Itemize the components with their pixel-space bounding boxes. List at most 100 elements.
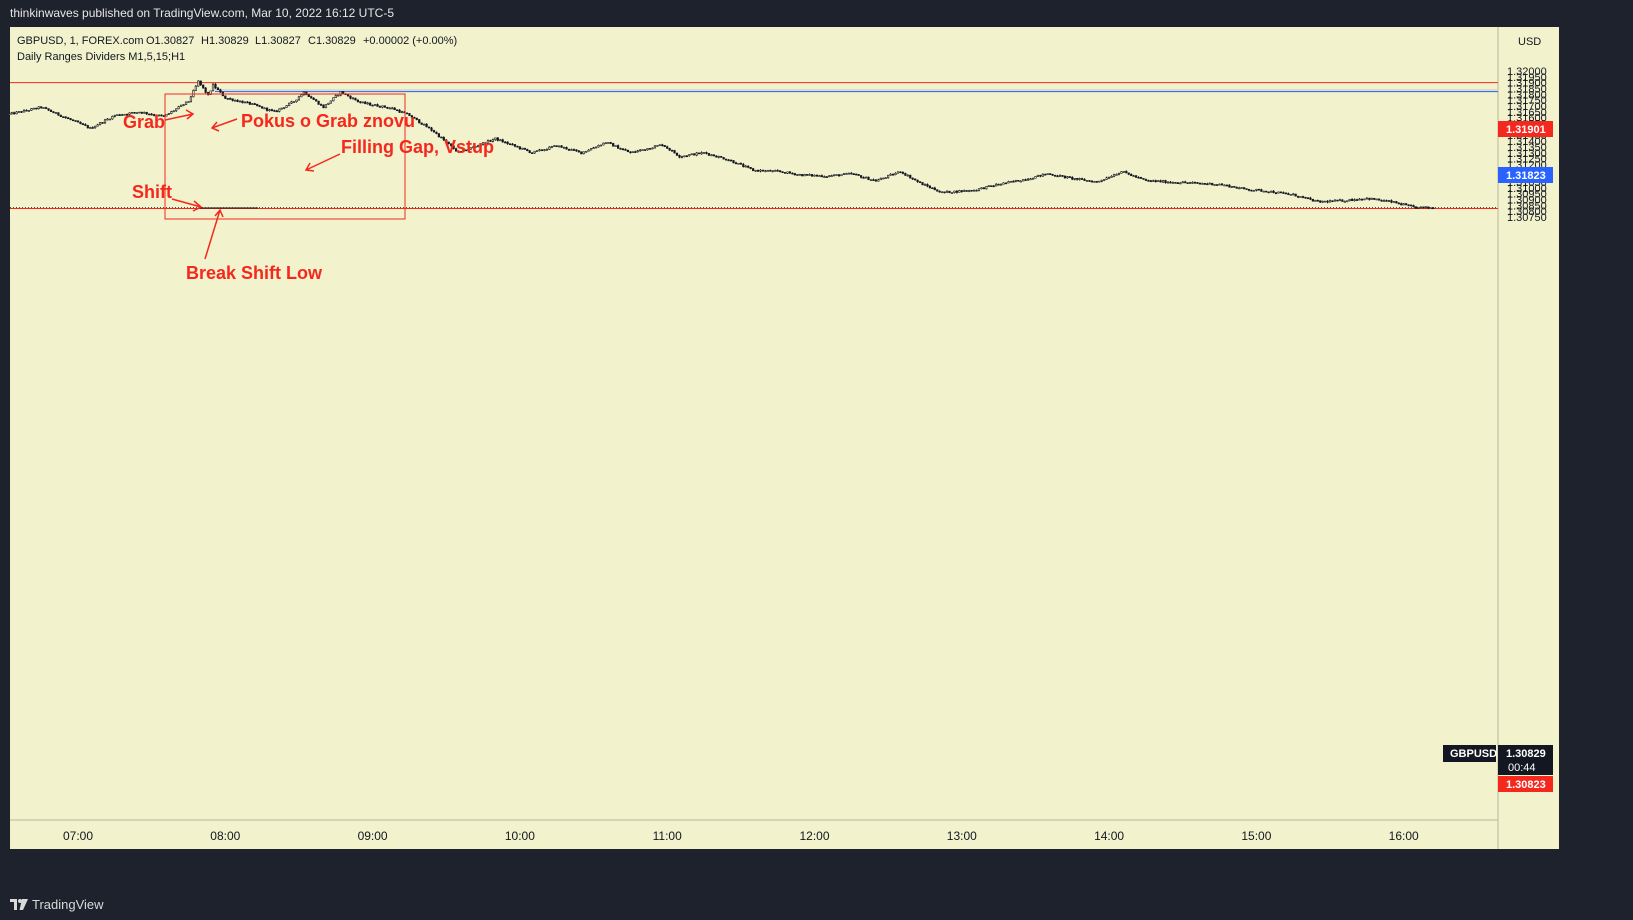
candle-body bbox=[86, 125, 89, 129]
candle-body bbox=[103, 119, 107, 124]
candle-body bbox=[540, 149, 544, 152]
candle-body bbox=[1206, 183, 1209, 186]
annotation-pokus[interactable]: Pokus o Grab znovu bbox=[241, 111, 415, 131]
candle-body bbox=[91, 127, 94, 129]
footer-bar: TradingView bbox=[0, 888, 1633, 920]
grab-arrow bbox=[164, 109, 195, 121]
candle-body bbox=[1355, 199, 1359, 201]
candle-body bbox=[354, 97, 357, 101]
candle-body bbox=[288, 102, 291, 106]
tradingview-brand[interactable]: TradingView bbox=[10, 897, 104, 912]
annotation-box[interactable] bbox=[164, 93, 406, 220]
candle-body bbox=[268, 109, 271, 111]
candle-body bbox=[548, 146, 551, 150]
candle-body bbox=[1311, 198, 1314, 202]
candle-body bbox=[793, 173, 796, 176]
candle-body bbox=[698, 152, 701, 155]
candle-body bbox=[609, 142, 612, 144]
candle-body bbox=[1405, 203, 1408, 206]
candle-body bbox=[921, 182, 924, 186]
candle-body bbox=[1083, 179, 1086, 181]
candle-body bbox=[378, 106, 382, 108]
candle-body bbox=[1189, 182, 1192, 184]
candle-body bbox=[845, 173, 848, 175]
candle-body bbox=[450, 143, 453, 147]
candle-body bbox=[1169, 181, 1172, 184]
candle-body bbox=[302, 91, 305, 96]
annotation-break[interactable]: Break Shift Low bbox=[186, 263, 323, 283]
candle-body bbox=[1220, 183, 1224, 186]
candle-body bbox=[1378, 198, 1381, 201]
candle-body bbox=[285, 105, 288, 108]
candle-body bbox=[1419, 206, 1422, 209]
candle-body bbox=[8, 113, 11, 116]
candle-body bbox=[663, 145, 666, 148]
candle-body bbox=[504, 141, 507, 144]
legend-indicator[interactable]: Daily Ranges Dividers M1,5,15;H1 bbox=[17, 51, 185, 63]
candle-body bbox=[1088, 180, 1091, 182]
candle-body bbox=[140, 111, 143, 114]
candle-body bbox=[371, 104, 374, 107]
candle-body bbox=[1272, 190, 1275, 194]
candle-body bbox=[941, 191, 944, 194]
candle-body bbox=[135, 112, 139, 114]
candle-body bbox=[1098, 180, 1101, 183]
candle-body bbox=[275, 110, 278, 113]
candle-body bbox=[1375, 198, 1378, 201]
candle-body bbox=[774, 170, 777, 172]
candle-body bbox=[678, 155, 681, 158]
candle-body bbox=[1407, 204, 1410, 207]
candle-body bbox=[545, 149, 549, 151]
candle-body bbox=[1108, 177, 1111, 179]
candle-body bbox=[64, 116, 67, 119]
candle-body bbox=[1395, 201, 1398, 204]
annotation-shift[interactable]: Shift bbox=[132, 182, 172, 202]
candle-body bbox=[648, 148, 652, 150]
annotation-filling[interactable]: Filling Gap, Vstup bbox=[341, 137, 494, 157]
candle-body bbox=[889, 173, 892, 176]
candle-body bbox=[219, 89, 222, 93]
candle-body bbox=[116, 114, 119, 116]
legend-high: H1.30829 bbox=[201, 35, 249, 47]
legend-low: L1.30827 bbox=[255, 35, 301, 47]
candle-body bbox=[327, 102, 330, 105]
candle-body bbox=[67, 117, 70, 120]
candle-body bbox=[486, 140, 490, 144]
candle-body bbox=[607, 142, 610, 144]
candle-body bbox=[813, 174, 816, 177]
candle-body bbox=[877, 179, 880, 182]
candle-body bbox=[771, 170, 774, 172]
candle-body bbox=[1061, 175, 1064, 177]
annotation-grab[interactable]: Grab bbox=[123, 112, 165, 132]
legend-symbol[interactable]: GBPUSD, 1, FOREX.com bbox=[17, 35, 144, 47]
candle-body bbox=[820, 175, 823, 178]
candle-body bbox=[1058, 175, 1062, 177]
candle-body bbox=[668, 148, 671, 151]
candle-body bbox=[779, 170, 782, 173]
time-tick-label: 08:00 bbox=[210, 829, 240, 843]
price-axis[interactable] bbox=[1498, 27, 1559, 849]
candle-body bbox=[1130, 173, 1133, 177]
candle-body bbox=[1004, 182, 1008, 185]
candle-body bbox=[462, 149, 465, 152]
candle-body bbox=[629, 151, 632, 154]
candle-body bbox=[1176, 182, 1179, 184]
candle-body bbox=[1007, 181, 1010, 184]
candle-body bbox=[847, 172, 850, 175]
blue-price-tag-text: 1.31823 bbox=[1506, 170, 1546, 182]
currency-label[interactable]: USD bbox=[1518, 36, 1541, 48]
candle-body bbox=[963, 190, 966, 192]
candle-body bbox=[1002, 182, 1005, 185]
candle-body bbox=[516, 145, 519, 148]
candle-body bbox=[1306, 197, 1310, 200]
candle-body bbox=[499, 139, 502, 142]
candle-body bbox=[909, 174, 912, 179]
plot-area[interactable] bbox=[10, 27, 1498, 849]
candle-body bbox=[712, 154, 715, 157]
candle-body bbox=[246, 101, 249, 104]
candle-body bbox=[535, 150, 539, 152]
chart-canvas[interactable]: Grab Pokus o Grab znovu Filling Gap, Vst… bbox=[0, 0, 1633, 888]
candle-body bbox=[1353, 199, 1356, 201]
candle-body bbox=[1397, 202, 1400, 205]
candle-body bbox=[553, 145, 556, 147]
